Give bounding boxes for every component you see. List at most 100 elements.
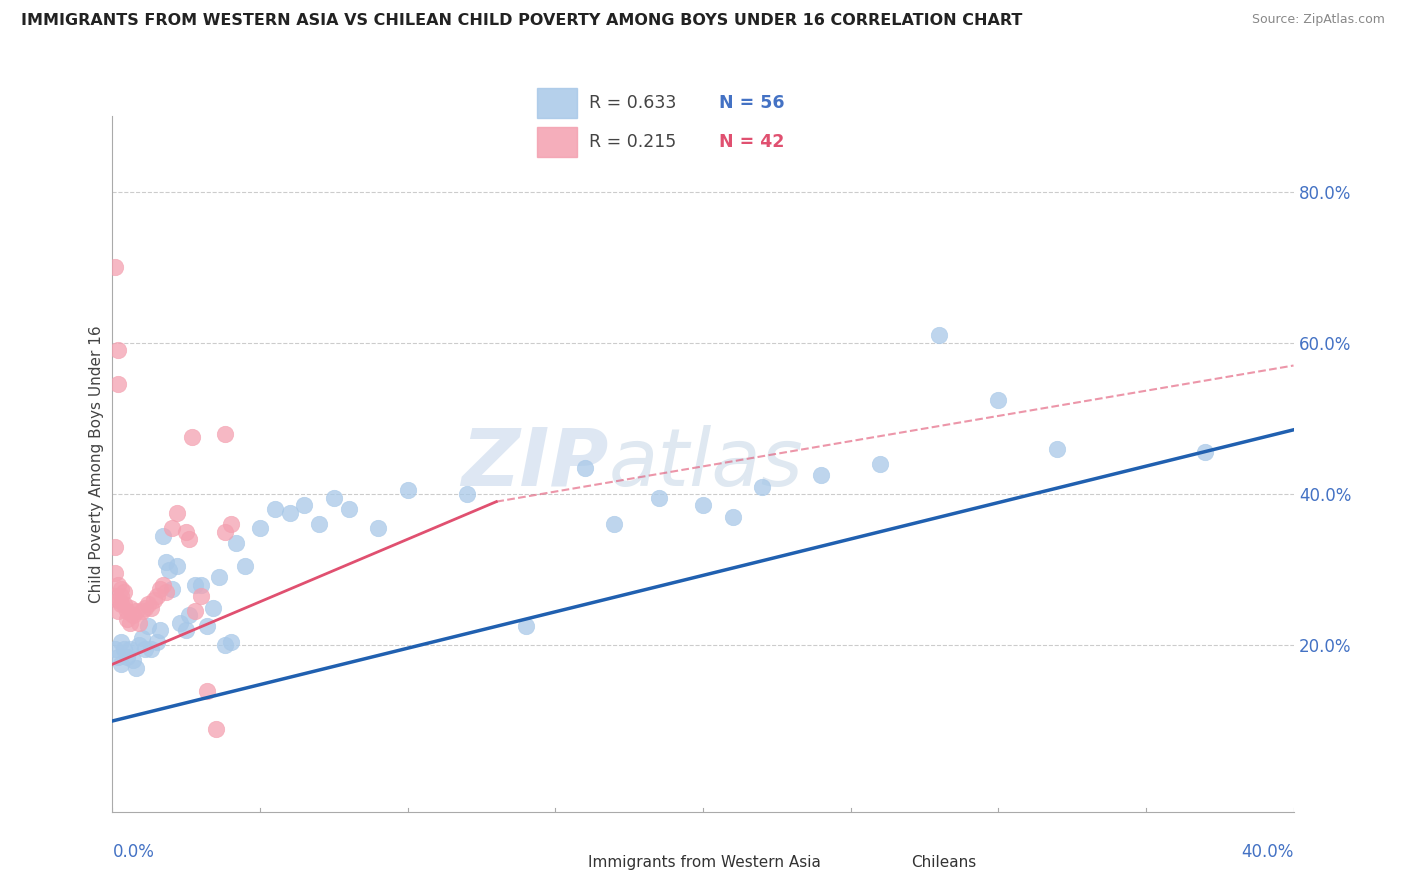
Point xyxy=(603,517,626,532)
Point xyxy=(184,578,207,592)
Point xyxy=(810,468,832,483)
Point xyxy=(323,491,346,505)
Text: R = 0.215: R = 0.215 xyxy=(589,133,676,151)
Point xyxy=(139,642,162,657)
Point xyxy=(214,638,236,652)
Point xyxy=(120,642,142,657)
Point xyxy=(264,502,287,516)
Point xyxy=(136,597,159,611)
Point xyxy=(225,536,247,550)
Point xyxy=(647,491,671,505)
Point xyxy=(179,608,201,623)
Point xyxy=(166,506,188,520)
Text: Chileans: Chileans xyxy=(911,855,976,870)
Point xyxy=(169,615,191,630)
Point xyxy=(117,604,138,618)
Point xyxy=(574,460,596,475)
Point xyxy=(337,502,360,516)
Point xyxy=(219,634,242,648)
Point xyxy=(149,624,172,638)
Point xyxy=(122,608,145,623)
Point xyxy=(146,634,169,648)
Point xyxy=(214,524,236,539)
Point xyxy=(160,582,183,596)
Point xyxy=(1046,442,1069,456)
Point xyxy=(104,566,127,581)
Point xyxy=(110,589,132,603)
Point xyxy=(125,604,148,618)
Point xyxy=(190,578,212,592)
Point xyxy=(869,457,891,471)
Bar xyxy=(537,127,576,157)
Point xyxy=(104,642,127,657)
Point xyxy=(104,589,127,603)
Point xyxy=(131,604,153,618)
Point xyxy=(104,540,127,554)
Point xyxy=(367,521,389,535)
Point xyxy=(112,597,135,611)
Point xyxy=(104,260,127,275)
Point xyxy=(107,604,129,618)
Point xyxy=(107,343,129,358)
Point xyxy=(190,589,212,603)
Point xyxy=(107,578,129,592)
Y-axis label: Child Poverty Among Boys Under 16: Child Poverty Among Boys Under 16 xyxy=(89,325,104,603)
Point xyxy=(249,521,271,535)
Point xyxy=(456,487,478,501)
Point xyxy=(208,570,231,584)
Text: R = 0.633: R = 0.633 xyxy=(589,95,676,112)
Point xyxy=(152,578,174,592)
Point xyxy=(721,509,744,524)
Point xyxy=(128,615,150,630)
Point xyxy=(195,619,218,633)
Point xyxy=(139,600,162,615)
Text: Source: ZipAtlas.com: Source: ZipAtlas.com xyxy=(1251,13,1385,27)
Point xyxy=(149,582,172,596)
Point xyxy=(233,558,256,573)
Text: 40.0%: 40.0% xyxy=(1241,843,1294,861)
Point xyxy=(155,555,177,569)
Point xyxy=(107,649,129,664)
Point xyxy=(146,589,169,603)
Point xyxy=(292,499,315,513)
Point xyxy=(160,521,183,535)
Point xyxy=(107,377,129,392)
Point xyxy=(181,430,204,444)
Point xyxy=(152,529,174,543)
Point xyxy=(205,722,228,736)
Point xyxy=(201,600,224,615)
Text: ZIP: ZIP xyxy=(461,425,609,503)
Point xyxy=(155,585,177,599)
Bar xyxy=(537,88,576,119)
Point xyxy=(515,619,537,633)
Point xyxy=(120,600,142,615)
Point xyxy=(179,533,201,547)
Point xyxy=(122,653,145,667)
Point xyxy=(110,582,132,596)
Text: atlas: atlas xyxy=(609,425,803,503)
Point xyxy=(184,604,207,618)
Point xyxy=(174,624,197,638)
Point xyxy=(110,657,132,672)
Point xyxy=(125,661,148,675)
Point xyxy=(174,524,197,539)
Point xyxy=(195,683,218,698)
Point xyxy=(117,612,138,626)
Point xyxy=(692,499,714,513)
Text: Immigrants from Western Asia: Immigrants from Western Asia xyxy=(588,855,821,870)
Point xyxy=(110,597,132,611)
Point xyxy=(166,558,188,573)
Point xyxy=(142,593,165,607)
Point xyxy=(751,479,773,493)
Text: 0.0%: 0.0% xyxy=(112,843,155,861)
Point xyxy=(928,328,950,343)
Point xyxy=(110,634,132,648)
Point xyxy=(120,615,142,630)
Point xyxy=(131,631,153,645)
Point xyxy=(157,563,180,577)
Point xyxy=(219,517,242,532)
Point xyxy=(1194,445,1216,459)
Point xyxy=(136,619,159,633)
Point xyxy=(278,506,301,520)
Text: N = 56: N = 56 xyxy=(718,95,785,112)
